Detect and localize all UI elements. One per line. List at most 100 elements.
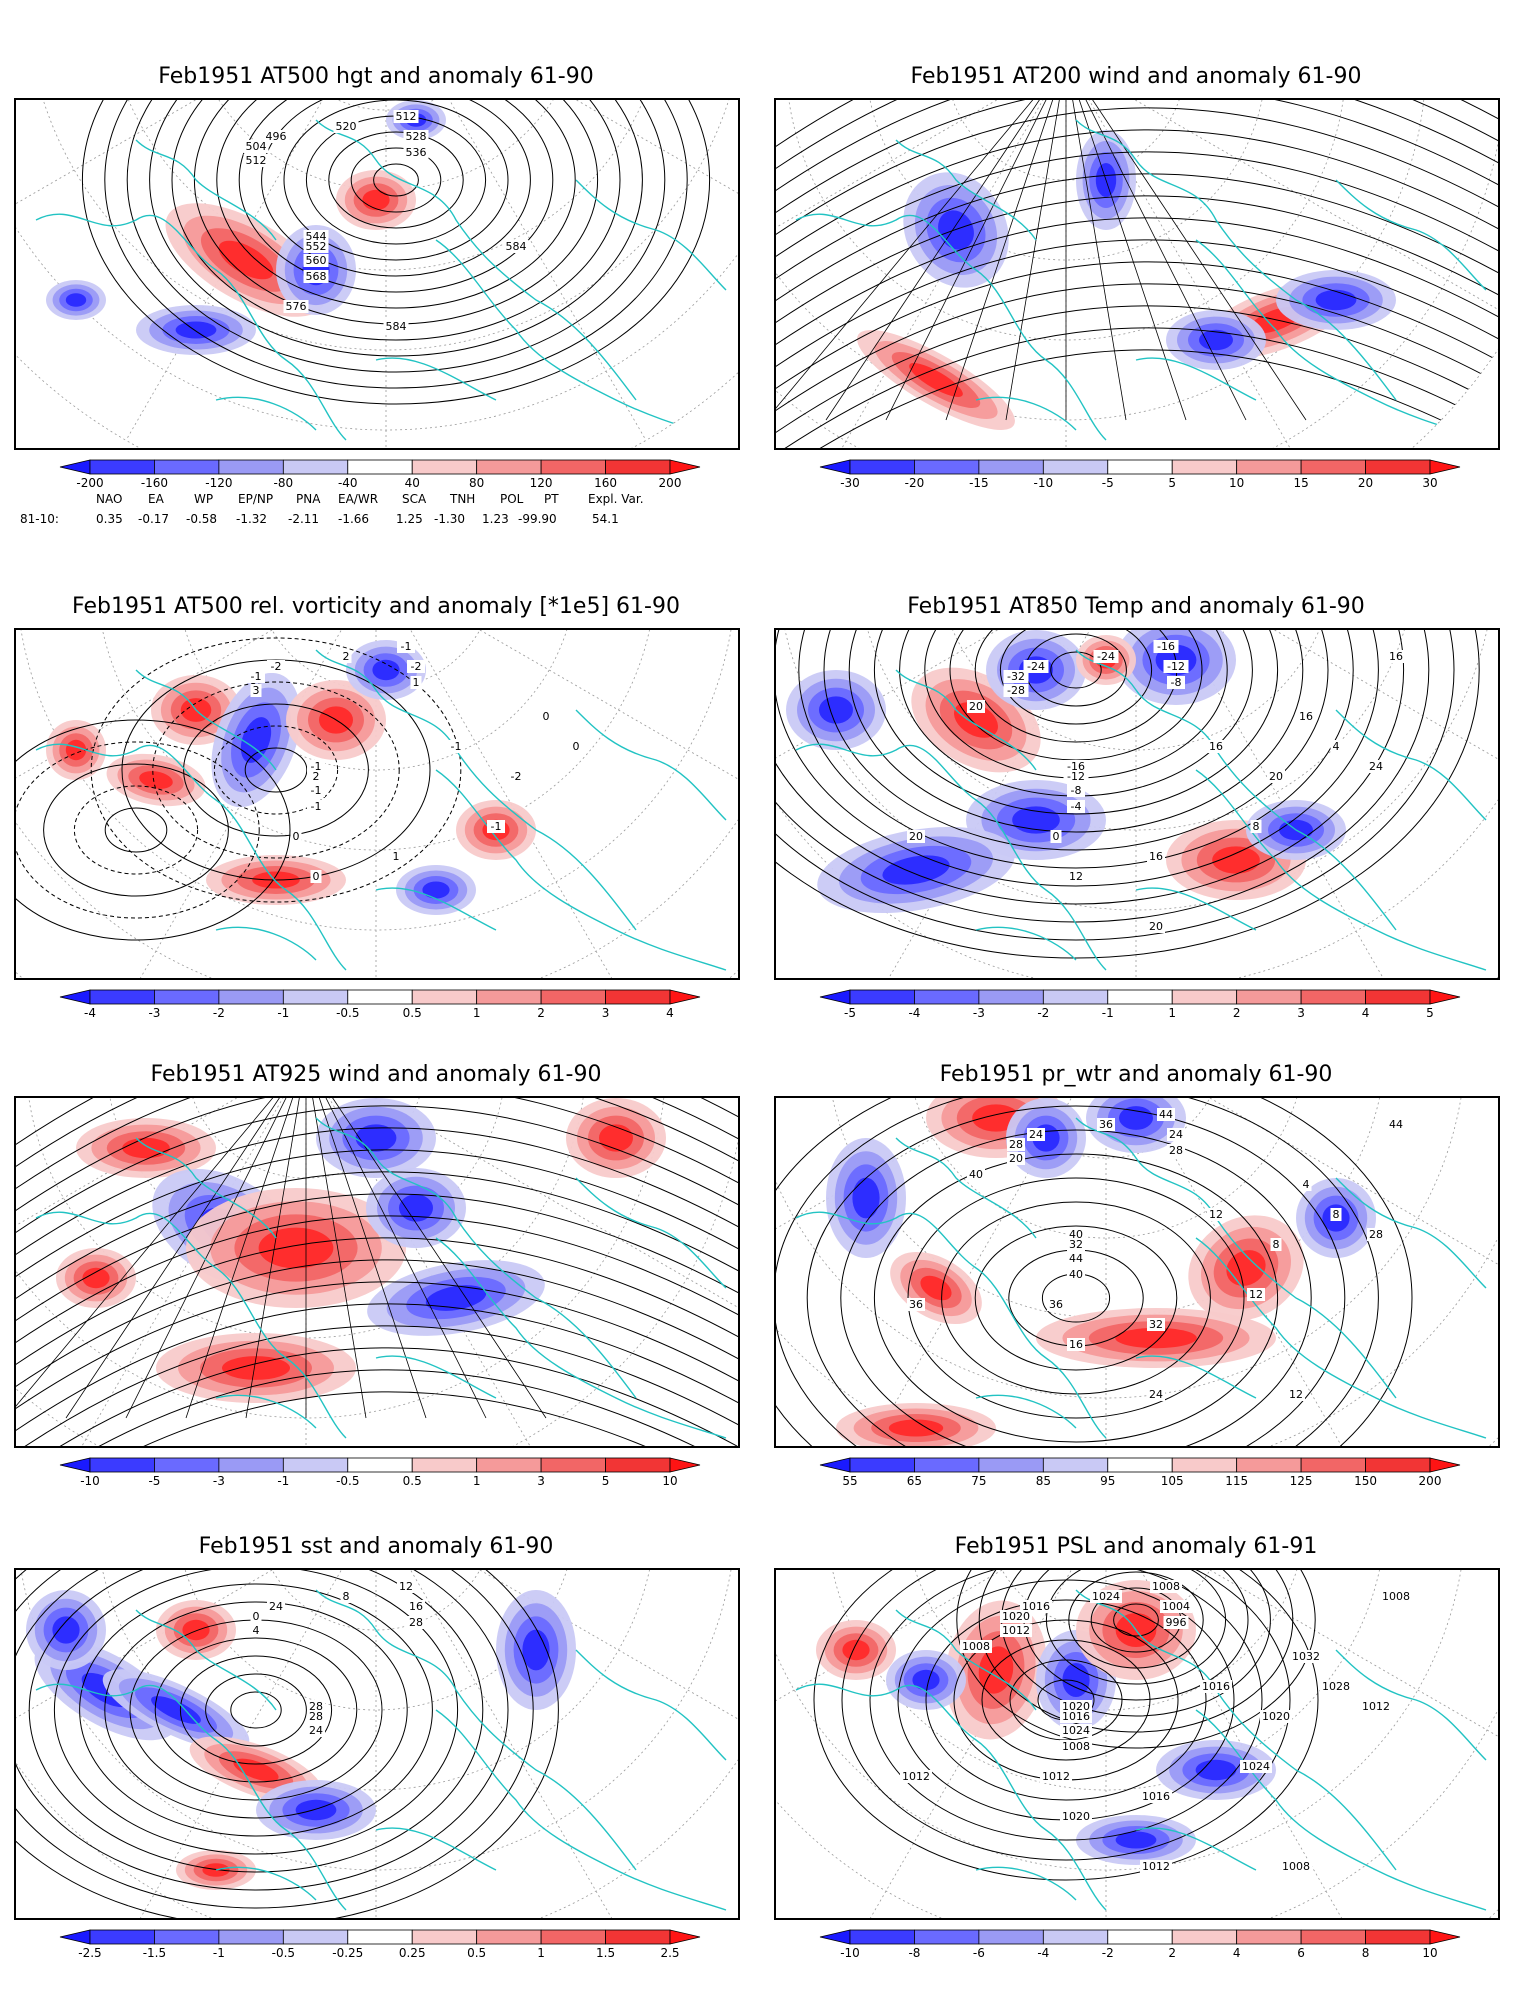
contour-label: 44 <box>1389 1118 1403 1131</box>
contour-label: 520 <box>336 120 357 133</box>
colorbar-box <box>540 1929 606 1945</box>
contour-label-bg <box>900 1770 932 1783</box>
index-header-tnh: TNH <box>450 492 476 506</box>
colorbar-tick-label: -15 <box>969 476 989 490</box>
contour-label: 1008 <box>1282 1860 1310 1873</box>
contour-label: 12 <box>1209 1208 1223 1221</box>
contour-label: 568 <box>306 270 327 283</box>
contour-label-bg <box>1153 640 1179 653</box>
anomaly-shading <box>1226 1250 1266 1286</box>
contour-label: 0 <box>573 740 580 753</box>
colorbar-box <box>476 459 542 475</box>
contour-label-bg <box>487 820 505 833</box>
map-200wind[interactable] <box>774 98 1500 450</box>
colorbar-tick-label: -1 <box>213 1946 225 1960</box>
contour-label: 1012 <box>902 1770 930 1783</box>
contour-label-bg <box>1267 770 1285 783</box>
contour-label-bg <box>1147 1388 1165 1401</box>
anomaly-shading <box>151 1696 201 1724</box>
colorbar-tick-label: 3 <box>1297 1006 1305 1020</box>
colorbar-box <box>476 989 542 1005</box>
contour-label-bg <box>1067 800 1085 813</box>
colorbar-tick-label: 3 <box>602 1006 610 1020</box>
colorbar-tick-label: -1 <box>277 1474 289 1488</box>
colorbar-box <box>1300 459 1366 475</box>
anomaly-shading <box>425 1285 487 1311</box>
contour-label-bg <box>310 770 322 783</box>
contour-label-bg <box>1147 920 1165 933</box>
colorbar-box <box>282 989 349 1005</box>
contour-label-bg <box>1207 740 1225 753</box>
contour-label-bg <box>1270 1238 1282 1251</box>
index-header-eawr: EA/WR <box>338 492 379 506</box>
colorbar-tick-label: -0.5 <box>336 1006 359 1020</box>
colorbar-box <box>1107 989 1173 1005</box>
colorbar-tick-label: 160 <box>594 476 617 490</box>
map-500hgt[interactable]: 496 504 512 520 512 528 536 544 552 560 568 576 584 5… <box>14 98 740 450</box>
contour-label-bg <box>1067 870 1085 883</box>
colorbar-tick-label: -10 <box>80 1474 100 1488</box>
contour-label: 16 <box>1389 650 1403 663</box>
colorbar-box <box>154 1929 220 1945</box>
colorbar-box <box>978 989 1044 1005</box>
contour-label-bg <box>1020 1600 1052 1613</box>
colorbar-box <box>1042 459 1109 475</box>
contour-label-bg <box>1387 650 1405 663</box>
colorbar-tick-label: 200 <box>1419 1474 1442 1488</box>
colorbar-box <box>282 1929 349 1945</box>
colorbar-box <box>1107 1929 1173 1945</box>
contour-label-bg <box>1167 1144 1185 1157</box>
colorbar-box <box>1171 1929 1238 1945</box>
contour-label: 20 <box>1149 920 1163 933</box>
contour-label-bg <box>907 1298 925 1311</box>
contour-label-bg <box>1320 1680 1352 1693</box>
contour-label-bg <box>507 770 525 783</box>
colorbar-box <box>89 1457 155 1473</box>
map-925wind[interactable] <box>14 1096 740 1448</box>
anomaly-shading <box>972 1104 1020 1132</box>
colorbar-box <box>978 459 1044 475</box>
colorbar-box <box>1107 1457 1173 1473</box>
contour-label: 20 <box>909 830 923 843</box>
contour-label-bg <box>1047 1298 1065 1311</box>
contour-label-bg <box>1067 1238 1085 1251</box>
index-header-epnp: EP/NP <box>238 492 274 506</box>
contour-label: 28 <box>1169 1144 1183 1157</box>
contour-label-bg <box>307 1700 325 1713</box>
contour-label: 584 <box>506 240 527 253</box>
colorbar-tick-label: 2.5 <box>660 1946 679 1960</box>
map-850temp[interactable]: -24 -32 -28 -24 -16 -12 -8 -16 -12 -8 -4 0 16 20 16 4 8 1… <box>774 628 1500 980</box>
colorbar-box <box>849 459 915 475</box>
map-graphic <box>776 100 1498 448</box>
colorbar-tick-label: 1 <box>537 1946 545 1960</box>
map-500vort[interactable]: -2 -1 3 2 -1 -2 1 -1 2 -1 -1 0 1 -2 0 0 -1 0 -1 <box>14 628 740 980</box>
colorbar-tick-label: 40 <box>405 476 420 490</box>
contour-label-bg <box>1247 1288 1265 1301</box>
streamlines <box>16 1098 738 1446</box>
map-psl[interactable]: 1016 1020 1012 1024 1008 1004 996 1020 1016 1024 1… <box>774 1568 1500 1920</box>
map-prwtr[interactable]: 24 28 20 36 44 24 28 40 32 44 40 36 32 8 4 8 12 16 12 28 24 3… <box>774 1096 1500 1448</box>
contour-label-bg <box>283 300 309 313</box>
contour-label: 16 <box>1209 740 1223 753</box>
contour-label: 1024 <box>1242 1760 1270 1773</box>
contour-label: 1020 <box>1262 1710 1290 1723</box>
colorbar-tick-label: 20 <box>1358 476 1373 490</box>
contour-label: 36 <box>1049 1298 1063 1311</box>
colorbar-box <box>914 1457 980 1473</box>
anomaly-shading <box>1199 329 1233 351</box>
contour-label: -8 <box>1071 784 1082 797</box>
colorbar-box <box>1365 1929 1431 1945</box>
map-sst[interactable]: 24 0 4 8 12 16 28 28 28 24 <box>14 1568 740 1920</box>
colorbar-box <box>540 459 606 475</box>
anomaly-shading <box>222 1356 290 1380</box>
contour-label-bg <box>1007 1152 1025 1165</box>
contour-label: -1 <box>401 640 412 653</box>
anomaly-shading <box>295 1799 337 1821</box>
contour-label-bg <box>1060 1700 1092 1713</box>
colorbar-tick-label: -0.25 <box>332 1946 363 1960</box>
colorbar-tick-label: -1.5 <box>143 1946 166 1960</box>
map-graphic: -2-132-1-21-12-1-101-200-10-1 <box>16 630 738 978</box>
contour-label-bg <box>1097 1118 1115 1131</box>
anomaly-shading <box>819 696 853 724</box>
colorbar-box <box>605 1929 671 1945</box>
